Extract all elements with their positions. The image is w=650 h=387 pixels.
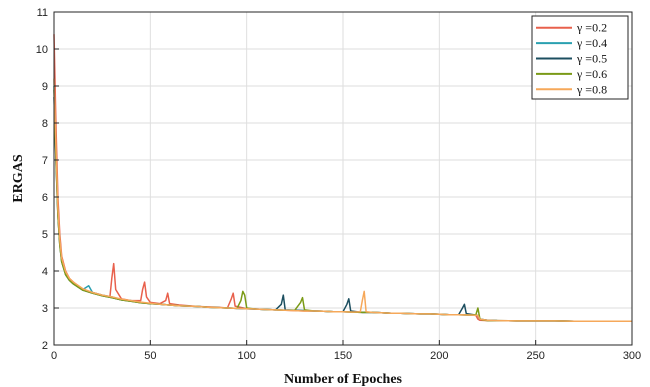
y-tick-label: 6 xyxy=(42,192,48,204)
y-tick-label: 5 xyxy=(42,229,48,241)
x-tick-label: 50 xyxy=(144,350,156,362)
x-tick-label: 200 xyxy=(430,350,448,362)
y-tick-label: 2 xyxy=(42,340,48,352)
x-tick-label: 150 xyxy=(334,350,352,362)
x-axis-title: Number of Epoches xyxy=(284,372,403,387)
legend: γ =0.2γ =0.4 γ =0.5γ =0.6γ =0.8 xyxy=(531,15,629,100)
legend-label: γ =0.5 xyxy=(576,52,607,66)
y-tick-label: 7 xyxy=(42,155,48,167)
y-tick-label: 3 xyxy=(42,303,48,315)
legend-label: γ =0.8 xyxy=(576,82,607,96)
x-tick-label: 0 xyxy=(51,350,57,362)
y-axis-title: ERGAS xyxy=(11,154,26,202)
series-line-4 xyxy=(53,78,632,323)
x-tick-label: 300 xyxy=(623,350,641,362)
x-tick-label: 250 xyxy=(526,350,544,362)
legend-label: γ =0.2 xyxy=(576,21,607,35)
y-tick-label: 8 xyxy=(42,118,48,130)
legend-label: γ =0.6 xyxy=(576,67,607,81)
legend-label: γ =0.4 xyxy=(576,36,607,50)
series-lines xyxy=(53,34,632,323)
axis-ticks: 0 50 100 150 200 250 300 2 3 4 5 6 7 8 9 10 11 xyxy=(36,7,641,362)
x-tick-label: 100 xyxy=(237,350,255,362)
y-tick-label: 9 xyxy=(42,81,48,93)
y-tick-label: 4 xyxy=(42,266,48,278)
y-tick-label: 10 xyxy=(36,44,48,56)
y-tick-label: 11 xyxy=(37,7,48,19)
